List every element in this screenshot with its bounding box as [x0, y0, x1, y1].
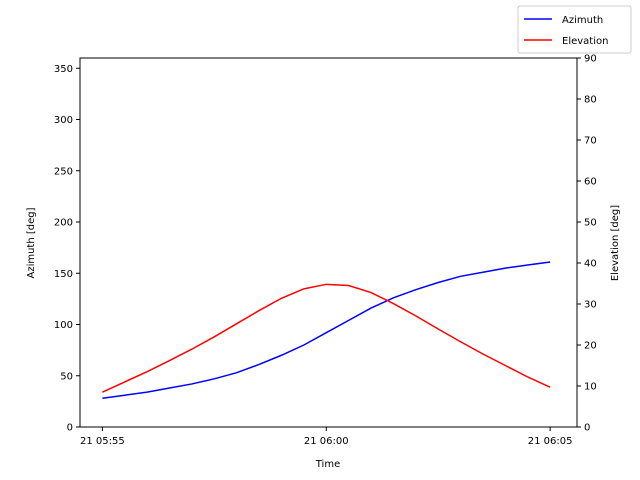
y-tick-label-right: 10	[584, 382, 597, 393]
x-tick-label: 21 06:00	[304, 436, 349, 447]
y-tick-label-right: 20	[584, 341, 597, 352]
y-tick-label-left: 100	[54, 320, 73, 331]
legend-label-elevation: Elevation	[562, 36, 608, 47]
plot-frame	[79, 57, 578, 428]
y-tick-label-right: 40	[584, 259, 597, 270]
legend-frame	[517, 5, 632, 54]
y-tick-label-left: 0	[67, 423, 73, 434]
x-tick-label: 21 06:05	[528, 436, 573, 447]
axes: 21 05:55 21 06:00 21 06:050501001502002503…	[54, 54, 597, 448]
x-axis-label: Time	[315, 459, 340, 470]
y-tick-label-right: 90	[584, 54, 597, 65]
legend-label-azimuth: Azimuth	[562, 15, 603, 26]
y-tick-label-left: 250	[54, 166, 73, 177]
y-tick-label-right: 50	[584, 218, 597, 229]
y-tick-label-right: 0	[584, 423, 590, 434]
y-axis-label-left: Azimuth [deg]	[26, 207, 37, 278]
y-tick-label-left: 50	[60, 371, 73, 382]
y-tick-label-left: 350	[54, 64, 73, 75]
legend: Azimuth Elevation	[517, 5, 632, 54]
series-line-elevation	[102, 283, 551, 393]
y-tick-label-left: 200	[54, 218, 73, 229]
y-tick-label-right: 70	[584, 136, 597, 147]
y-tick-label-left: 300	[54, 115, 73, 126]
plot-area	[102, 261, 551, 400]
x-tick-label: 21 05:55	[80, 436, 125, 447]
y-tick-label-right: 80	[584, 95, 597, 106]
y-tick-label-right: 30	[584, 300, 597, 311]
series-line-azimuth	[102, 261, 551, 400]
y-axis-label-right: Elevation [deg]	[610, 205, 621, 281]
y-tick-label-right: 60	[584, 177, 597, 188]
y-tick-label-left: 150	[54, 269, 73, 280]
